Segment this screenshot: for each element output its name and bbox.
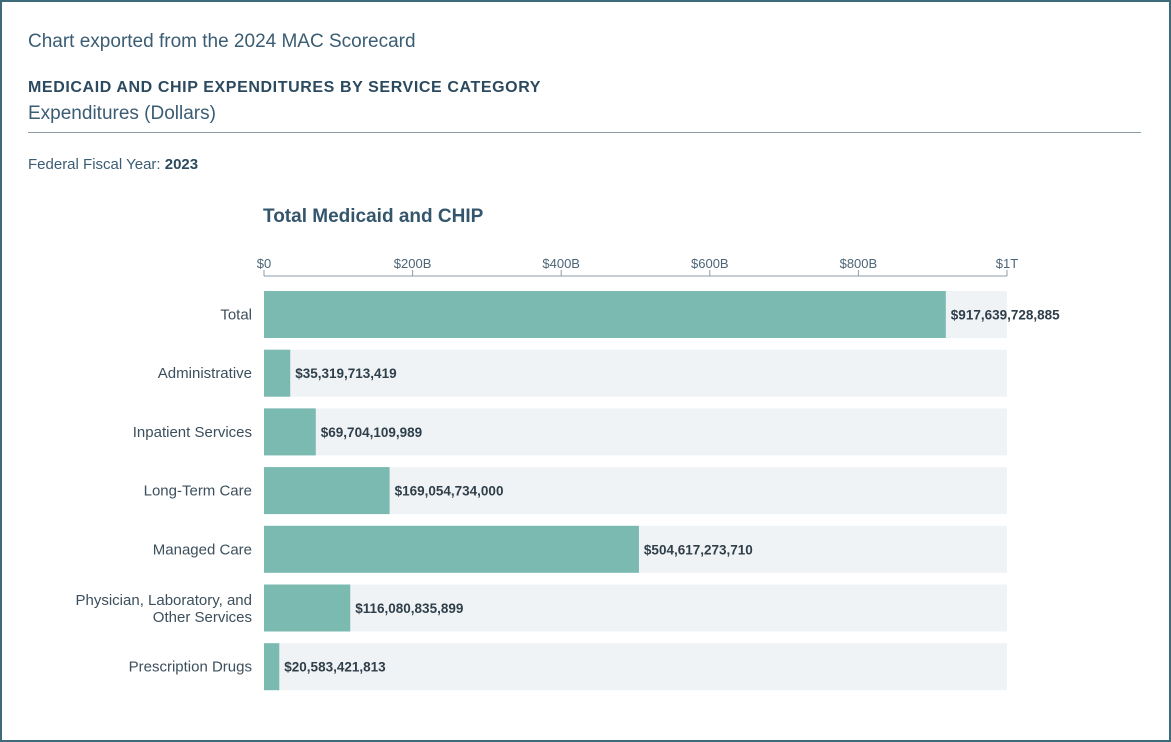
- x-axis-tick-label: $400B: [542, 256, 580, 271]
- data-label: $917,639,728,885: [951, 308, 1060, 323]
- category-label: Total: [220, 307, 252, 324]
- data-label: $116,080,835,899: [355, 601, 463, 616]
- header-divider: [28, 132, 1141, 133]
- page-subtitle: Expenditures (Dollars): [28, 103, 216, 124]
- data-label: $35,319,713,419: [295, 366, 396, 381]
- x-axis-tick-label: $0: [257, 256, 271, 271]
- category-label: Administrative: [158, 365, 252, 382]
- bar-track: [264, 643, 1007, 691]
- bar: [264, 291, 946, 338]
- category-label: Managed Care: [153, 541, 252, 558]
- chart-title: Total Medicaid and CHIP: [263, 206, 484, 227]
- data-label: $169,054,734,000: [395, 484, 504, 499]
- category-label: Physician, Laboratory, and: [76, 592, 253, 609]
- export-note: Chart exported from the 2024 MAC Scoreca…: [28, 31, 416, 52]
- data-label: $69,704,109,989: [321, 425, 422, 440]
- bar: [264, 408, 316, 456]
- bar: [264, 525, 639, 573]
- category-label: Long-Term Care: [144, 483, 252, 500]
- data-label: $504,617,273,710: [644, 542, 753, 557]
- category-label: Other Services: [153, 609, 252, 626]
- fiscal-year-value: 2023: [164, 156, 199, 173]
- bar: [264, 584, 351, 632]
- bar: [264, 643, 280, 691]
- category-label: Prescription Drugs: [129, 659, 252, 676]
- bar: [264, 467, 390, 515]
- page-title: MEDICAID AND CHIP EXPENDITURES BY SERVIC…: [28, 79, 542, 96]
- bar-track: [264, 584, 1007, 632]
- bar-track: [264, 408, 1007, 456]
- x-axis-tick-label: $800B: [840, 256, 878, 271]
- bar-track: [264, 349, 1007, 397]
- x-axis-tick-label: $200B: [394, 256, 432, 271]
- data-label: $20,583,421,813: [284, 660, 386, 675]
- fiscal-year-label: Federal Fiscal Year:: [28, 156, 161, 173]
- x-axis-tick-label: $600B: [691, 256, 729, 271]
- category-label: Inpatient Services: [133, 424, 252, 441]
- bar: [264, 349, 291, 397]
- fiscal-year-filter: Federal Fiscal Year: 2023: [28, 156, 198, 173]
- x-axis-tick-label: $1T: [996, 256, 1018, 271]
